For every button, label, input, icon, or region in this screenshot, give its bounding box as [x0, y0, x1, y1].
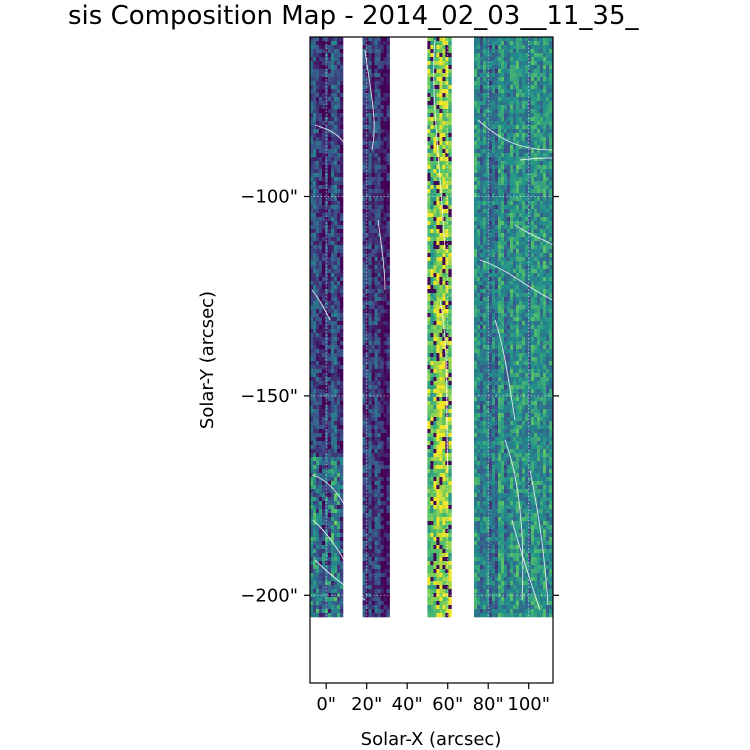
- x-tick-label: 20": [351, 694, 382, 715]
- heatmap-strip: [310, 37, 344, 618]
- y-tick-label: −100": [240, 187, 298, 208]
- heatmap-strip: [362, 37, 390, 618]
- grid-lines: [310, 37, 553, 683]
- x-tick-label: 40": [392, 694, 423, 715]
- x-axis-ticks: 0" 20" 40" 60" 80" 100": [316, 683, 550, 715]
- contour-line: [439, 299, 449, 471]
- contour-line: [314, 124, 353, 161]
- plot-frame: [309, 36, 554, 684]
- x-tick-label: 80": [473, 694, 504, 715]
- contour-line: [377, 219, 386, 291]
- plot-area: [309, 36, 554, 684]
- x-tick-label: 60": [432, 694, 463, 715]
- contour-line: [529, 469, 549, 606]
- contour-line: [504, 439, 524, 601]
- contour-line: [479, 259, 553, 301]
- contour-line: [511, 519, 541, 611]
- contour-line: [494, 319, 516, 421]
- x-axis-label: Solar-X (arcsec): [361, 729, 502, 750]
- heatmap-strip: [427, 37, 452, 618]
- contour-line: [519, 157, 553, 161]
- contour-line: [312, 519, 353, 576]
- y-axis-ticks: −100" −150" −200": [240, 187, 559, 606]
- contour-line: [311, 474, 351, 521]
- contour-line: [514, 224, 553, 246]
- y-tick-label: −150": [240, 386, 298, 407]
- heatmap-strip: [474, 37, 553, 618]
- x-tick-label: 100": [507, 694, 550, 715]
- x-tick-label: 0": [316, 694, 336, 715]
- contour-line: [433, 39, 446, 251]
- contour-line: [477, 119, 553, 151]
- chart-title: sis Composition Map - 2014_02_03__11_35_: [68, 1, 640, 31]
- y-tick-label: −200": [240, 585, 298, 606]
- heatmap-strips: [310, 37, 553, 618]
- contour-line: [314, 559, 366, 601]
- contour-line: [311, 289, 331, 321]
- y-axis-label: Solar-Y (arcsec): [197, 291, 218, 429]
